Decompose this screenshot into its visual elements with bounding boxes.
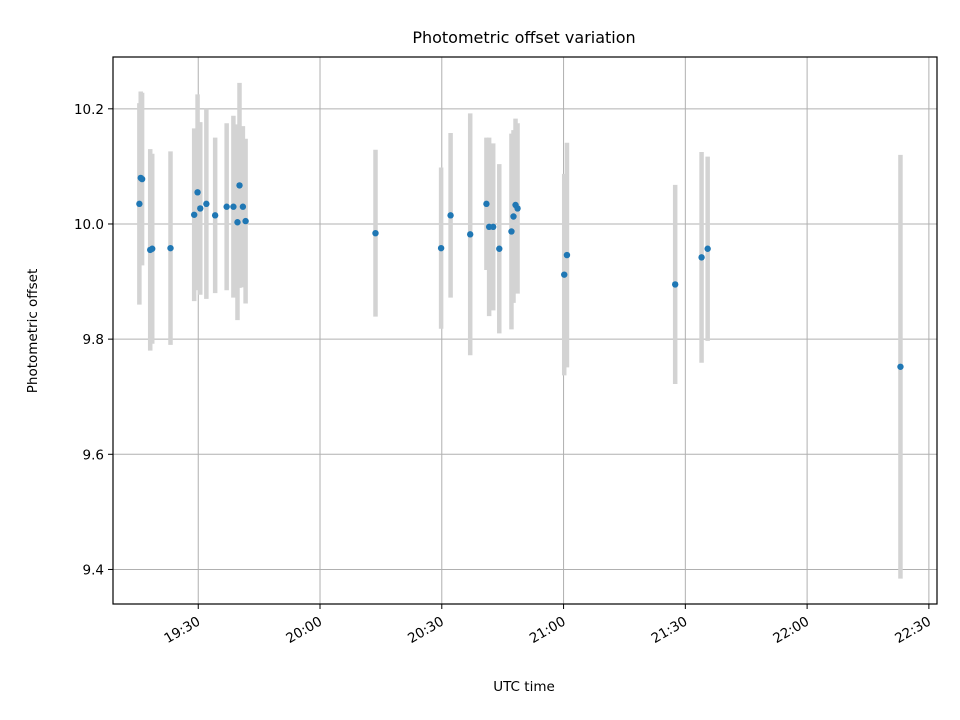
data-point (194, 189, 201, 196)
data-point (197, 205, 204, 212)
data-point (167, 244, 174, 252)
data-point (483, 200, 490, 208)
data-point (563, 251, 571, 259)
data-point (149, 245, 156, 252)
plot-frame (112, 56, 938, 605)
y-axis-ticks: 9.4 9.6 9.8 10.0 10.2 (74, 102, 113, 578)
data-point (467, 231, 474, 238)
data-point (510, 213, 517, 220)
data-point (136, 200, 143, 208)
data-point (234, 219, 241, 226)
y-tick-label: 9.8 (83, 332, 104, 348)
grid (113, 57, 937, 604)
data-point (372, 229, 379, 237)
data-point (671, 281, 679, 288)
data-point (236, 182, 243, 189)
y-tick-label: 9.4 (83, 562, 104, 578)
data-point (203, 200, 210, 208)
data-point (514, 205, 521, 212)
data-points (136, 174, 904, 370)
chart-title: Photometric offset variation (412, 28, 635, 47)
data-point (239, 203, 247, 210)
y-tick-label: 10.0 (74, 217, 104, 233)
data-point (897, 363, 904, 370)
data-point (496, 245, 503, 252)
y-tick-label: 10.2 (74, 102, 104, 118)
data-point (490, 223, 497, 231)
data-point (447, 212, 454, 219)
data-point (138, 175, 146, 183)
data-point (230, 203, 237, 210)
y-axis-label: Photometric offset (25, 269, 41, 393)
data-point (508, 228, 515, 235)
data-point (190, 211, 198, 218)
data-point (211, 212, 219, 219)
data-point (704, 245, 711, 252)
x-axis-label: UTC time (493, 679, 555, 695)
y-tick-label: 9.6 (83, 447, 104, 463)
data-point (698, 254, 705, 261)
data-point (437, 244, 445, 252)
data-point (561, 271, 568, 278)
data-point (223, 203, 230, 210)
data-point (242, 217, 249, 225)
